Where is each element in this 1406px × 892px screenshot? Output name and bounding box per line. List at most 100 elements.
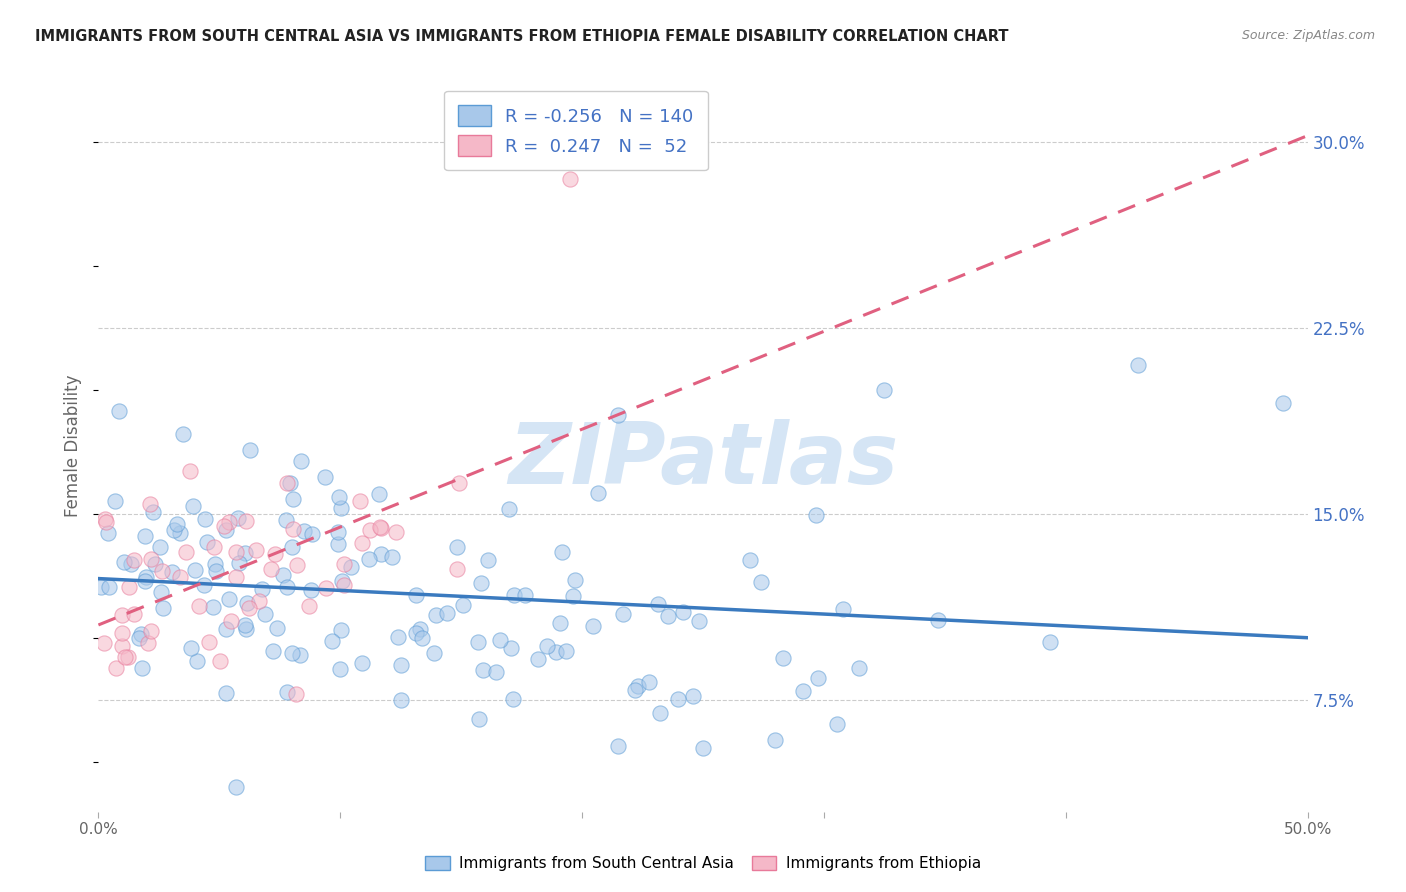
Point: [763, 733, 786, 747]
Point: [329, 662, 352, 676]
Point: [288, 648, 311, 662]
Point: [219, 614, 242, 628]
Point: [792, 683, 814, 698]
Point: [142, 505, 165, 519]
Point: [198, 634, 221, 648]
Point: [299, 582, 322, 597]
Point: [666, 691, 689, 706]
Point: [124, 607, 146, 621]
Point: [328, 524, 350, 539]
Point: [582, 619, 605, 633]
Point: [214, 519, 236, 533]
Point: [558, 172, 581, 186]
Point: [278, 475, 301, 490]
Point: [266, 620, 288, 634]
Point: [93, 636, 115, 650]
Point: [551, 545, 574, 559]
Point: [446, 562, 468, 576]
Point: [536, 639, 558, 653]
Point: [160, 565, 183, 579]
Point: [128, 632, 150, 646]
Point: [647, 597, 669, 611]
Point: [352, 535, 374, 549]
Point: [368, 520, 391, 534]
Point: [740, 553, 762, 567]
Y-axis label: Female Disability: Female Disability: [65, 375, 83, 517]
Point: [94, 512, 117, 526]
Point: [218, 515, 240, 529]
Point: [806, 508, 828, 522]
Point: [489, 632, 512, 647]
Point: [468, 712, 491, 726]
Point: [235, 622, 257, 636]
Point: [848, 661, 870, 675]
Point: [250, 582, 273, 596]
Legend: R = -0.256   N = 140, R =  0.247   N =  52: R = -0.256 N = 140, R = 0.247 N = 52: [444, 91, 709, 170]
Point: [405, 588, 427, 602]
Point: [225, 780, 247, 794]
Point: [477, 553, 499, 567]
Point: [152, 601, 174, 615]
Point: [485, 665, 508, 679]
Point: [90, 580, 112, 594]
Point: [692, 740, 714, 755]
Point: [138, 497, 160, 511]
Point: [264, 547, 287, 561]
Point: [387, 630, 409, 644]
Point: [688, 615, 710, 629]
Point: [228, 556, 250, 570]
Point: [425, 607, 447, 622]
Point: [194, 512, 217, 526]
Point: [367, 487, 389, 501]
Point: [370, 520, 392, 534]
Point: [205, 564, 228, 578]
Point: [215, 523, 238, 537]
Point: [607, 408, 630, 422]
Point: [187, 599, 209, 614]
Point: [446, 540, 468, 554]
Point: [143, 557, 166, 571]
Point: [292, 524, 315, 538]
Point: [139, 551, 162, 566]
Point: [233, 546, 256, 560]
Point: [247, 594, 270, 608]
Point: [471, 663, 494, 677]
Point: [502, 692, 524, 706]
Point: [672, 605, 695, 619]
Point: [218, 591, 240, 606]
Point: [202, 540, 225, 554]
Point: [166, 517, 188, 532]
Point: [204, 558, 226, 572]
Point: [301, 526, 323, 541]
Point: [181, 499, 204, 513]
Point: [1128, 359, 1150, 373]
Text: IMMIGRANTS FROM SOUTH CENTRAL ASIA VS IMMIGRANTS FROM ETHIOPIA FEMALE DISABILITY: IMMIGRANTS FROM SOUTH CENTRAL ASIA VS IM…: [35, 29, 1008, 44]
Text: Source: ZipAtlas.com: Source: ZipAtlas.com: [1241, 29, 1375, 42]
Point: [215, 685, 238, 699]
Point: [134, 529, 156, 543]
Point: [169, 570, 191, 584]
Point: [321, 634, 343, 648]
Point: [202, 599, 225, 614]
Point: [682, 689, 704, 703]
Point: [290, 454, 312, 468]
Point: [186, 655, 208, 669]
Point: [195, 535, 218, 549]
Point: [285, 558, 308, 573]
Point: [546, 645, 568, 659]
Point: [281, 646, 304, 660]
Point: [467, 635, 489, 649]
Point: [349, 494, 371, 508]
Point: [215, 622, 238, 636]
Point: [436, 606, 458, 620]
Point: [1039, 635, 1062, 649]
Point: [136, 635, 159, 649]
Point: [134, 574, 156, 589]
Point: [389, 658, 412, 673]
Point: [370, 548, 392, 562]
Point: [515, 588, 537, 602]
Point: [564, 573, 586, 587]
Point: [111, 639, 134, 653]
Point: [285, 687, 308, 701]
Point: [124, 553, 146, 567]
